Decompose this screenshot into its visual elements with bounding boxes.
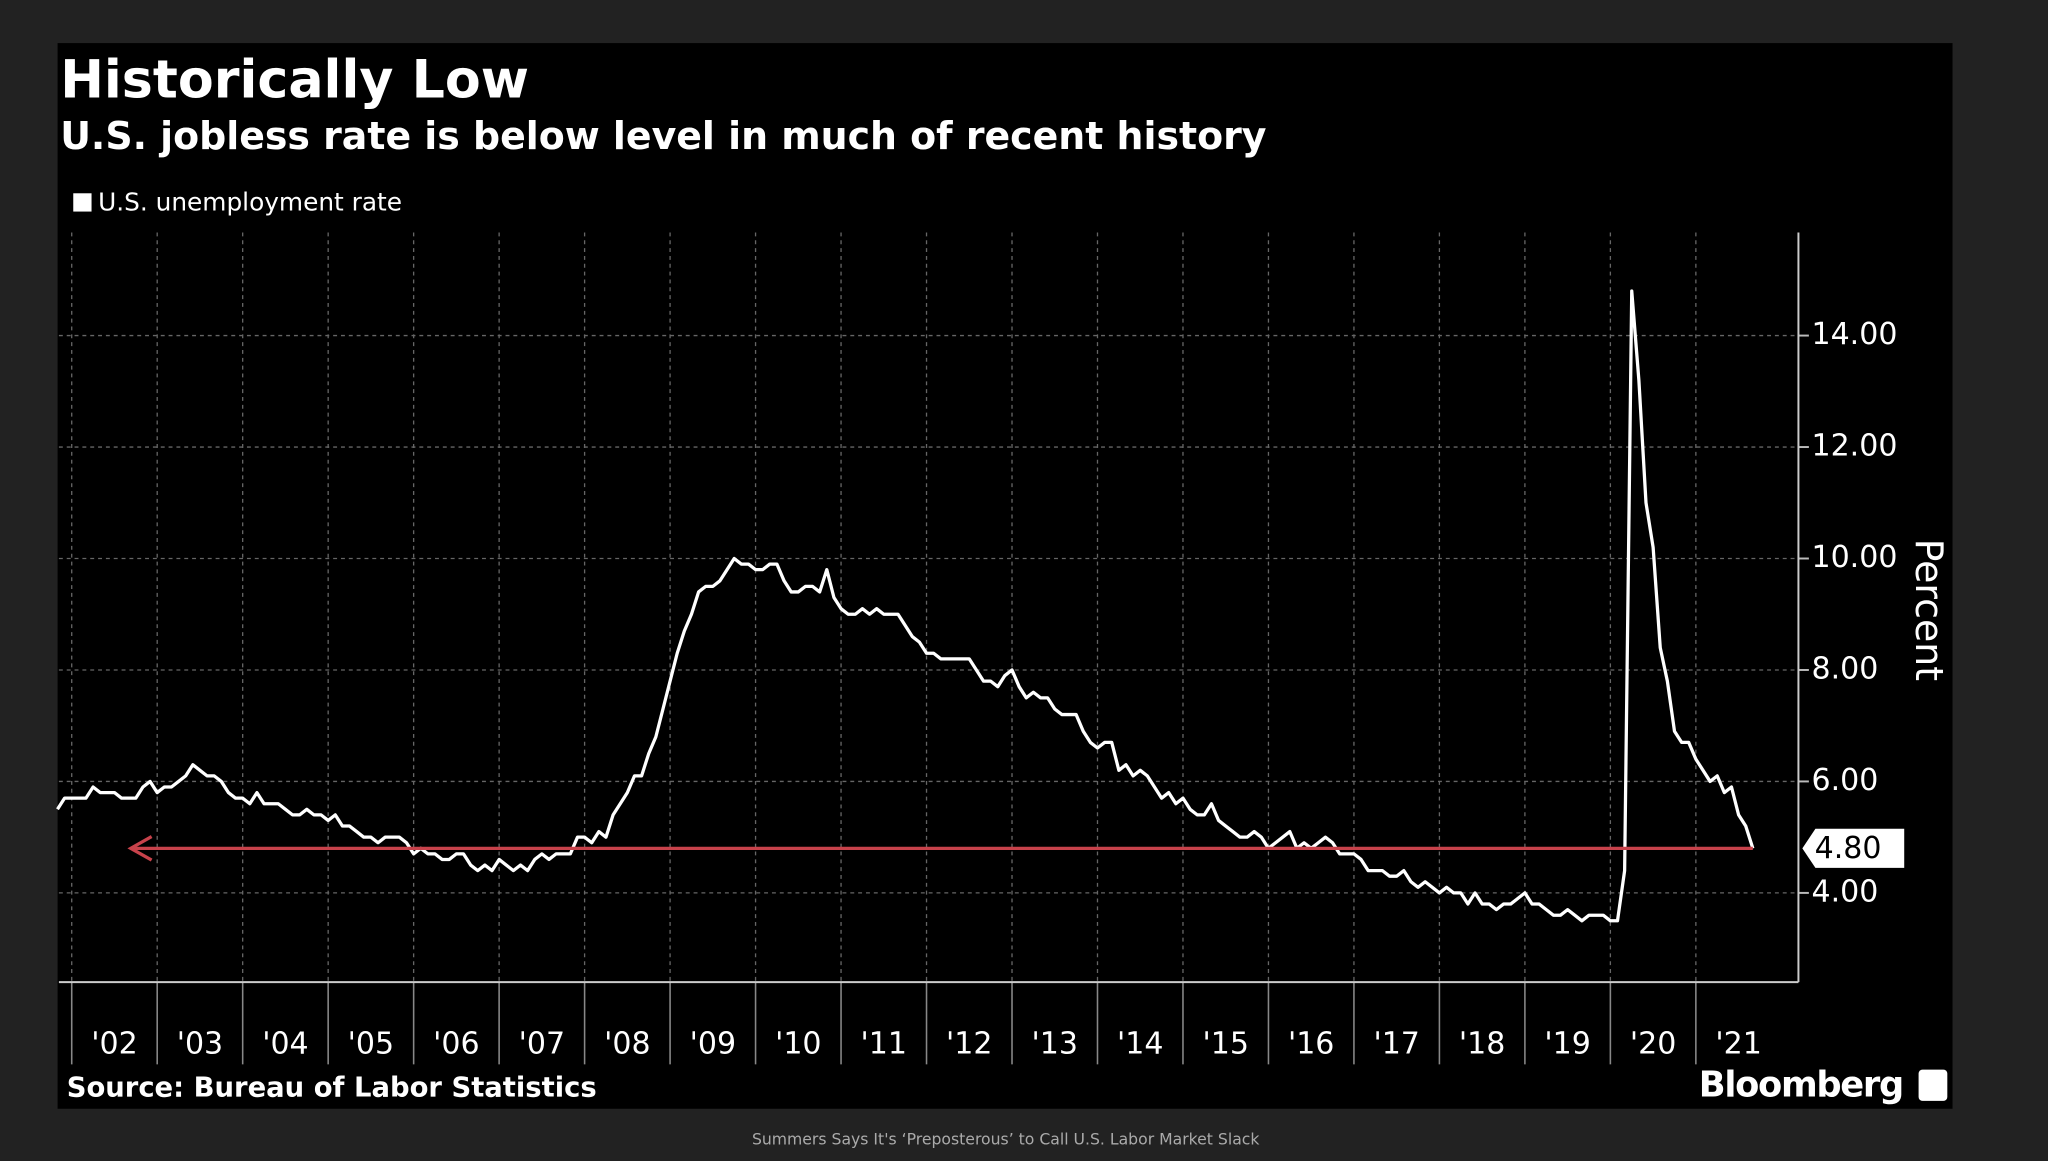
y-axis-label: Percent xyxy=(1907,539,1951,681)
chart-title: Historically Low xyxy=(60,51,529,111)
x-tick-label: '11 xyxy=(861,1026,907,1061)
x-tick-label: '15 xyxy=(1202,1026,1248,1061)
brand-icon xyxy=(1918,1069,1948,1101)
caption: Summers Says It's ‘Preposterous’ to Call… xyxy=(752,1130,1260,1149)
x-tick-label: '06 xyxy=(433,1026,479,1061)
x-tick-label: '08 xyxy=(604,1026,650,1061)
y-tick-label: 8.00 xyxy=(1811,651,1878,686)
y-tick-label: 10.00 xyxy=(1811,540,1897,575)
x-tick-label: '07 xyxy=(519,1026,565,1061)
x-tick-label: '21 xyxy=(1715,1026,1761,1061)
x-tick-label: '12 xyxy=(946,1026,992,1061)
x-tick-label: '04 xyxy=(262,1026,308,1061)
x-tick-label: '10 xyxy=(775,1026,821,1061)
y-tick-label: 4.00 xyxy=(1811,874,1878,909)
x-tick-label: '05 xyxy=(348,1026,394,1061)
x-tick-label: '16 xyxy=(1288,1026,1334,1061)
source: Source: Bureau of Labor Statistics xyxy=(67,1073,597,1104)
chart-panel xyxy=(57,43,1953,1109)
data-line xyxy=(56,289,1755,923)
value-badge-label: 4.80 xyxy=(1815,831,1882,866)
x-tick-label: '19 xyxy=(1544,1026,1590,1061)
y-tick-label: 6.00 xyxy=(1811,763,1878,798)
x-tick-label: '18 xyxy=(1459,1026,1505,1061)
x-tick-label: '03 xyxy=(177,1026,223,1061)
x-tick-label: '17 xyxy=(1373,1026,1419,1061)
x-tick-label: '14 xyxy=(1117,1026,1163,1061)
value-badge xyxy=(1802,828,1905,868)
plot-area: 4.00 6.00 8.00 10.00 12.00 14.00 '02 '03 '04 '05 '… xyxy=(56,232,1905,1065)
brand: Bloomberg xyxy=(1699,1065,1903,1106)
chart-subtitle: U.S. jobless rate is below level in much… xyxy=(60,114,1266,158)
legend-swatch xyxy=(73,193,92,212)
x-tick-label: '20 xyxy=(1630,1026,1676,1061)
legend-label: U.S. unemployment rate xyxy=(98,188,402,217)
x-tick-label: '02 xyxy=(91,1026,137,1061)
y-tick-label: 14.00 xyxy=(1811,317,1897,352)
x-tick-label: '09 xyxy=(690,1026,736,1061)
x-tick-label: '13 xyxy=(1032,1026,1078,1061)
arrow-head xyxy=(127,835,153,862)
y-tick-label: 12.00 xyxy=(1811,429,1897,464)
